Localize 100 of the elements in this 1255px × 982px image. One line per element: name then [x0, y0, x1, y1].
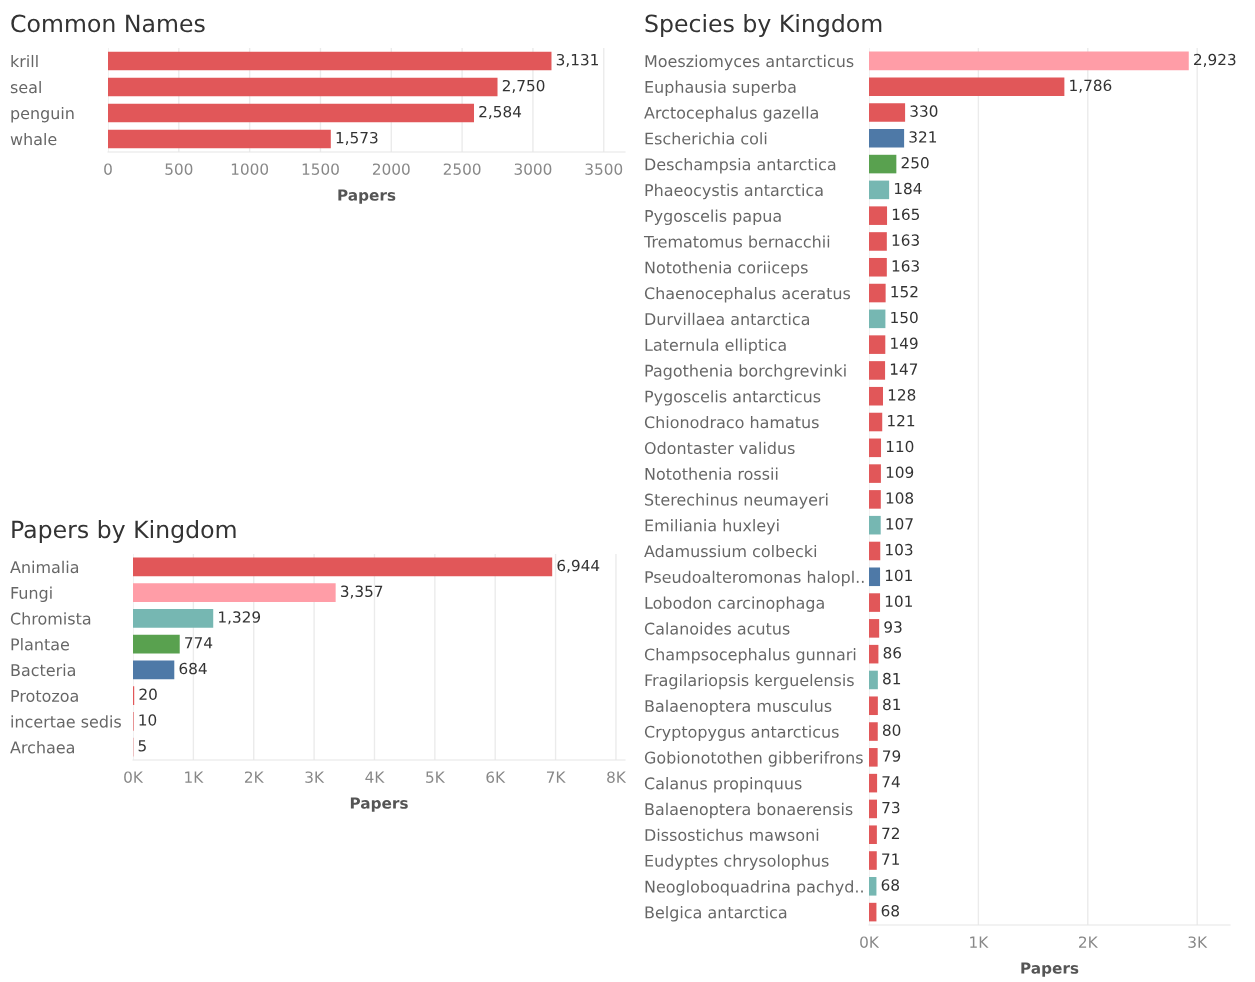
x-tick-label: 1000: [231, 163, 269, 175]
data-label: 2,750: [502, 79, 545, 93]
y-tick-label: Chionodraco hamatus: [644, 415, 819, 429]
data-label: 163: [892, 234, 919, 246]
bar: [108, 77, 498, 97]
y-tick-label: krill: [11, 54, 38, 68]
y-tick-label: Cryptopygus antarcticus: [644, 725, 839, 741]
bar: [869, 515, 881, 535]
bar: [108, 103, 475, 123]
x-tick-label: 1500: [302, 163, 339, 175]
x-tick-label: 2K: [244, 771, 264, 783]
data-label: 774: [185, 637, 213, 649]
data-label: 10: [139, 714, 157, 726]
y-tick-label: Phaeocystis antarctica: [645, 183, 823, 200]
bar: [133, 634, 180, 654]
bar: [869, 180, 890, 200]
bar: [869, 902, 877, 922]
data-label: 163: [892, 260, 919, 272]
data-label: 20: [139, 688, 157, 701]
bar: [869, 877, 877, 896]
data-label: 2,923: [1194, 53, 1236, 67]
y-tick-label: whale: [10, 132, 57, 146]
y-tick-label: Pygoscelis antarcticus: [645, 390, 821, 406]
y-tick-label: Escherichia coli: [645, 132, 767, 145]
bar: [869, 257, 887, 277]
y-tick-label: Calanoides acutus: [644, 622, 790, 635]
bar: [869, 773, 878, 793]
bar: [108, 51, 552, 71]
y-tick-label: penguin: [11, 106, 74, 123]
bar: [869, 722, 878, 741]
bar: [869, 438, 882, 458]
y-tick-label: Pygoscelis papua: [645, 209, 781, 226]
data-label: 73: [882, 801, 900, 814]
x-tick-label: 4K: [365, 771, 385, 783]
x-tick-label: 2500: [443, 163, 481, 175]
data-label: 74: [882, 776, 900, 788]
y-tick-label: Gobionotothen gibberifrons: [644, 751, 863, 767]
data-label: 71: [882, 853, 899, 865]
data-label: 80: [882, 724, 901, 736]
x-tick-label: 1K: [185, 771, 204, 783]
bar: [133, 557, 553, 577]
data-label: 6,944: [557, 559, 600, 573]
data-label: 1,329: [219, 611, 261, 625]
y-tick-label: Lobodon carcinophaga: [645, 596, 824, 612]
y-tick-label: incertae sedis: [11, 715, 121, 728]
y-tick-label: Belgica antarctica: [645, 906, 787, 922]
y-tick-label: Adamussium colbecki: [644, 544, 817, 558]
x-tick-label: 5K: [426, 771, 446, 783]
bar: [869, 567, 881, 587]
bar: [133, 609, 214, 628]
y-tick-label: Arctocephalus gazella: [644, 106, 818, 122]
x-tick-label: 8K: [607, 771, 627, 783]
data-label: 5: [138, 740, 146, 752]
data-label: 72: [882, 827, 899, 839]
data-label: 68: [881, 904, 899, 917]
x-tick-label: 3K: [1188, 936, 1208, 948]
x-tick-label: 3000: [514, 163, 552, 175]
data-label: 128: [888, 389, 916, 401]
y-tick-label: Chaenocephalus aceratus: [644, 286, 851, 303]
y-tick-label: Fungi: [11, 586, 52, 603]
y-tick-label: Pagothenia borchgrevinki: [645, 364, 846, 380]
x-tick-label: 2000: [372, 163, 410, 175]
y-tick-label: Archaea: [10, 741, 74, 754]
y-tick-label: Champsocephalus gunnari: [644, 648, 856, 664]
data-label: 103: [886, 543, 913, 556]
y-tick-label: Durvillaea antarctica: [645, 312, 809, 326]
data-label: 79: [883, 750, 901, 762]
y-tick-label: Euphausia superba: [645, 80, 796, 97]
data-label: 86: [883, 647, 902, 659]
x-tick-label: 3500: [585, 163, 623, 175]
y-tick-label: Moesziomyces antarcticus: [645, 54, 854, 71]
chart-title: Species by Kingdom: [645, 14, 882, 37]
y-tick-label: Fragilariopsis kerguelensis: [645, 673, 854, 690]
data-label: 184: [894, 182, 922, 195]
bar: [869, 670, 878, 690]
x-tick-label: 0K: [124, 771, 144, 783]
y-tick-label: Sterechinus neumayeri: [645, 493, 828, 509]
bar: [869, 541, 881, 561]
y-tick-label: Balaenoptera bonaerensis: [645, 802, 853, 819]
y-tick-label: Balaenoptera musculus: [645, 699, 832, 716]
bar: [869, 412, 883, 432]
y-tick-label: Calanus propinquus: [644, 777, 802, 793]
chart-title: Common Names: [11, 14, 205, 33]
x-axis-title: Papers: [338, 189, 396, 204]
bar: [869, 51, 1189, 71]
data-label: 1,786: [1070, 79, 1112, 93]
data-label: 330: [910, 105, 938, 117]
data-label: 3,357: [340, 585, 383, 599]
data-label: 147: [890, 363, 918, 375]
bar: [869, 77, 1065, 96]
data-label: 101: [885, 569, 912, 582]
y-tick-label: Trematomus bernacchii: [643, 235, 830, 248]
y-tick-label: Chromista: [10, 612, 91, 625]
bar: [869, 696, 878, 716]
x-axis-title: Papers: [1021, 962, 1079, 977]
data-label: 321: [909, 131, 937, 143]
y-tick-label: Bacteria: [11, 663, 75, 677]
x-tick-label: 6K: [486, 771, 506, 783]
bar: [133, 583, 336, 602]
data-label: 684: [179, 662, 207, 675]
